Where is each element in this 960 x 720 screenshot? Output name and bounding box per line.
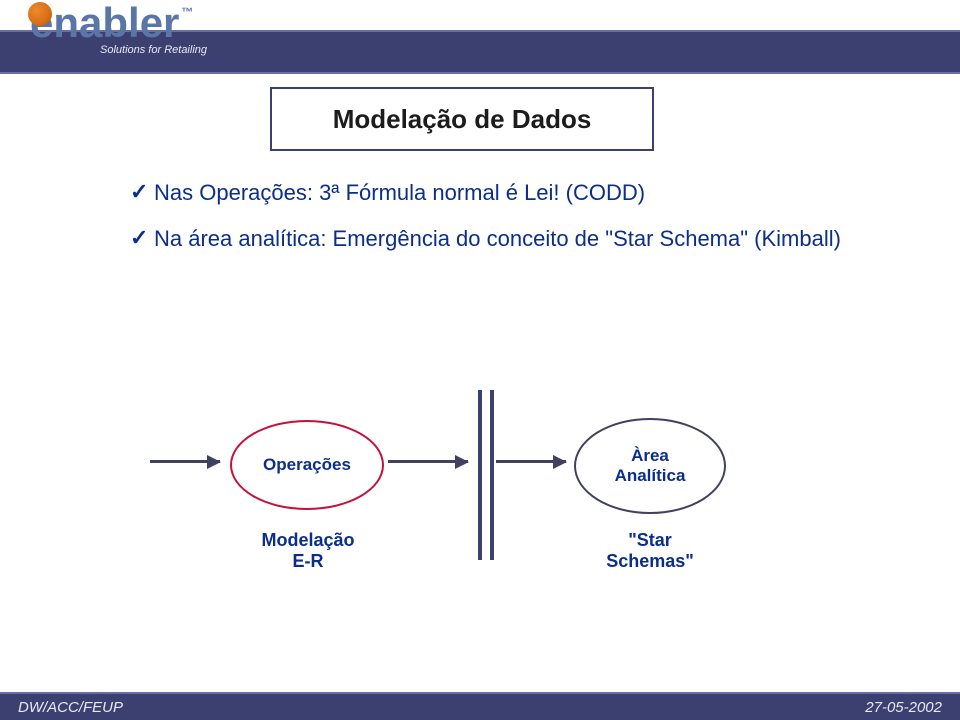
footer-left: DW/ACC/FEUP	[18, 699, 123, 716]
logo-text: enabler™	[30, 0, 191, 46]
bullet-list: ✓ Nas Operações: 3ª Fórmula normal é Lei…	[130, 178, 870, 270]
bullet-item: ✓ Nas Operações: 3ª Fórmula normal é Lei…	[130, 178, 870, 208]
sublabel-ana-line2: Schemas"	[606, 551, 694, 571]
diagram: Operações Àrea Analítica Modelação E-R "…	[150, 380, 810, 640]
logo-dot-icon	[28, 2, 52, 26]
node-area-analitica: Àrea Analítica	[574, 418, 726, 514]
sublabel-ops-line2: E-R	[293, 551, 324, 571]
node-operacoes: Operações	[230, 420, 384, 510]
footer: DW/ACC/FEUP 27-05-2002	[0, 692, 960, 720]
node-ana-line2: Analítica	[609, 466, 692, 485]
slide: enabler™ Solutions for Retailing Modelaç…	[0, 0, 960, 720]
arrow-ops-to-barrier	[388, 460, 468, 463]
logo: enabler™	[30, 2, 191, 44]
barrier	[478, 390, 494, 560]
node-operacoes-label: Operações	[257, 455, 357, 475]
check-icon: ✓	[130, 178, 154, 206]
bullet-text: Na área analítica: Emergência do conceit…	[154, 224, 841, 254]
title-box: Modelação de Dados	[270, 87, 654, 151]
sublabel-star-schemas: "Star Schemas"	[570, 530, 730, 572]
arrow-barrier-to-ana	[496, 460, 566, 463]
sublabel-ana-line1: "Star	[628, 530, 672, 550]
sublabel-modelacao-er: Modelação E-R	[228, 530, 388, 572]
node-area-analitica-label: Àrea Analítica	[603, 446, 698, 486]
sublabel-ops-line1: Modelação	[261, 530, 354, 550]
arrow-into-ops	[150, 460, 220, 463]
bullet-item: ✓ Na área analítica: Emergência do conce…	[130, 224, 870, 254]
logo-word: enabler	[30, 0, 179, 46]
check-icon: ✓	[130, 224, 154, 252]
slide-title: Modelação de Dados	[333, 104, 592, 135]
footer-right: 27-05-2002	[865, 699, 942, 716]
node-ana-line1: Àrea	[625, 446, 675, 465]
bullet-text: Nas Operações: 3ª Fórmula normal é Lei! …	[154, 178, 645, 208]
logo-tm: ™	[181, 5, 193, 19]
